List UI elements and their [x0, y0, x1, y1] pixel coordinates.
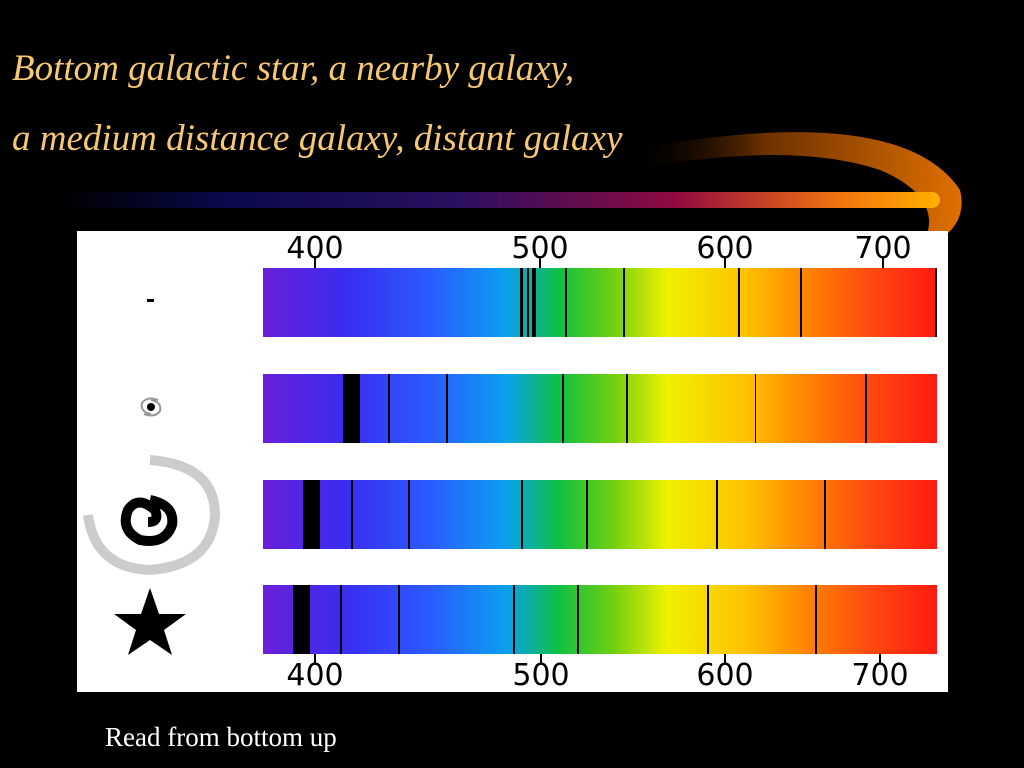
absorption-line	[565, 268, 567, 337]
absorption-line	[513, 585, 515, 654]
star-icon	[114, 588, 186, 655]
absorption-line	[623, 268, 625, 337]
absorption-line	[815, 585, 817, 654]
absorption-line	[446, 374, 448, 443]
absorption-line	[408, 480, 410, 549]
absorption-line	[520, 268, 523, 337]
spectrum-strip	[263, 585, 937, 654]
absorption-line	[521, 480, 523, 549]
absorption-line	[865, 374, 867, 443]
absorption-line	[343, 374, 360, 443]
absorption-line	[586, 480, 588, 549]
absorption-line	[340, 585, 342, 654]
absorption-line	[755, 374, 756, 443]
absorption-line	[577, 585, 579, 654]
absorption-line	[800, 268, 802, 337]
caption: Read from bottom up	[105, 722, 337, 752]
absorption-line	[562, 374, 564, 443]
nearby-galaxy-icon	[140, 397, 162, 417]
absorption-line	[303, 480, 320, 549]
absorption-line	[527, 268, 529, 337]
absorption-line	[398, 585, 400, 654]
title-line: Bottom galactic star, a nearby galaxy,	[12, 48, 574, 89]
spectrum-strip	[263, 374, 937, 443]
absorption-line	[293, 585, 310, 654]
absorption-line	[716, 480, 718, 549]
absorption-line	[738, 268, 740, 337]
spectrum-strip	[263, 480, 937, 549]
absorption-line	[532, 268, 536, 337]
absorption-line	[388, 374, 390, 443]
absorption-line	[707, 585, 709, 654]
absorption-line	[626, 374, 628, 443]
absorption-line	[351, 480, 353, 549]
absorption-line	[935, 268, 937, 337]
streak	[60, 192, 940, 208]
swoosh	[630, 132, 962, 250]
absorption-line	[824, 480, 826, 549]
spectrum-strip	[263, 268, 937, 337]
medium-galaxy-icon	[83, 455, 221, 576]
distant-galaxy-icon	[147, 299, 154, 302]
title-line: a medium distance galaxy, distant galaxy	[12, 118, 623, 159]
